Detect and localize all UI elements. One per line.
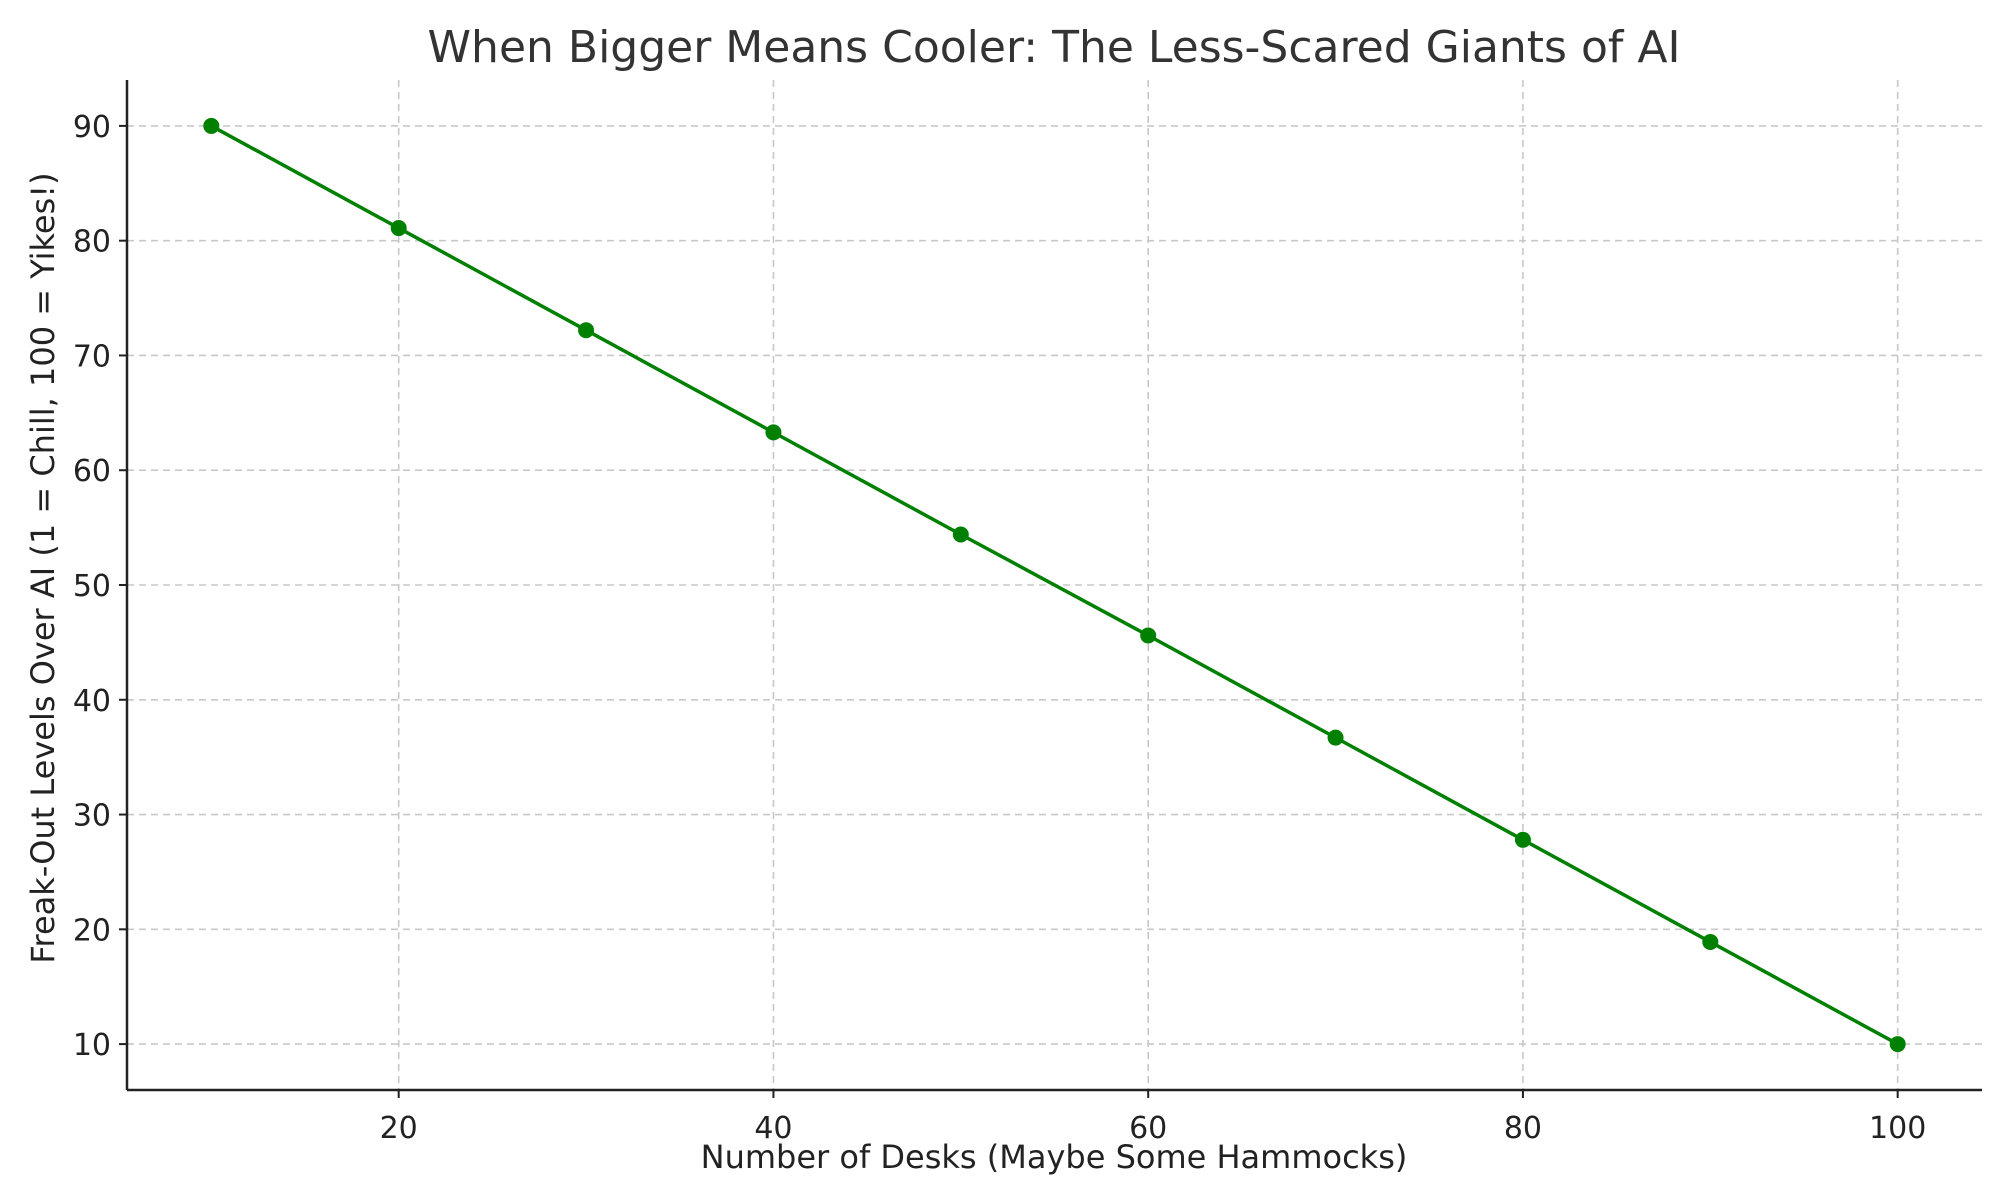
data-point bbox=[1889, 1036, 1906, 1053]
tick-labels: 20 40 60 80 100 10 20 30 40 50 60 70 80 90 bbox=[73, 110, 1927, 1146]
y-tick-label: 80 bbox=[73, 225, 111, 260]
data-point bbox=[578, 322, 595, 339]
data-point bbox=[1140, 627, 1157, 644]
data-point bbox=[1327, 729, 1344, 746]
y-tick-label: 20 bbox=[73, 913, 111, 948]
y-axis-label: Freak-Out Levels Over AI (1 = Chill, 100… bbox=[24, 172, 62, 963]
data-point bbox=[1514, 831, 1531, 848]
y-tick-label: 70 bbox=[73, 339, 111, 374]
y-tick-label: 50 bbox=[73, 569, 111, 604]
chart-title: When Bigger Means Cooler: The Less-Scare… bbox=[428, 22, 1681, 73]
y-tick-label: 60 bbox=[73, 454, 111, 489]
series bbox=[203, 117, 1906, 1053]
y-tick-label: 10 bbox=[73, 1028, 111, 1063]
y-tick-label: 40 bbox=[73, 684, 111, 719]
y-tick-label: 30 bbox=[73, 799, 111, 834]
x-tick-label: 100 bbox=[1869, 1111, 1926, 1146]
data-point bbox=[203, 117, 220, 134]
data-point bbox=[952, 526, 969, 543]
x-tick-label: 80 bbox=[1504, 1111, 1542, 1146]
y-tick-label: 90 bbox=[73, 110, 111, 145]
x-tick-label: 20 bbox=[380, 1111, 418, 1146]
series-line bbox=[210, 124, 1899, 1046]
x-tick-label: 40 bbox=[754, 1111, 792, 1146]
data-point bbox=[1702, 933, 1719, 950]
x-axis-label: Number of Desks (Maybe Some Hammocks) bbox=[701, 1138, 1408, 1176]
x-tick-label: 60 bbox=[1129, 1111, 1167, 1146]
data-point bbox=[765, 424, 782, 441]
data-point bbox=[390, 220, 407, 237]
